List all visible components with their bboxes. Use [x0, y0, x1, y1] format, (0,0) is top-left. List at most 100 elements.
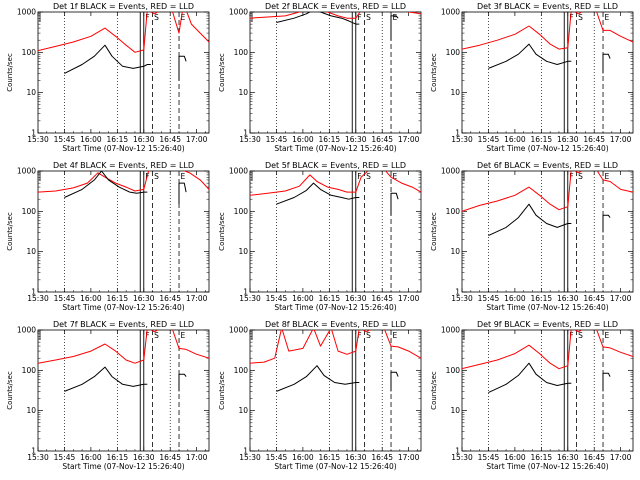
panel-title: Det 7f BLACK = Events, RED = LLD: [53, 320, 194, 329]
x-tick-label: 16:15: [107, 453, 129, 462]
y-tick-label: 100: [22, 48, 37, 57]
x-tick-label: 17:00: [610, 135, 632, 144]
series-events-line-1: [276, 12, 360, 25]
x-axis-label: Start Time (07-Nov-12 15:26:40): [274, 144, 396, 153]
x-tick-label: 16:45: [159, 294, 181, 303]
x-tick-label: 16:30: [345, 135, 367, 144]
y-axis-label: Counts/sec: [218, 212, 226, 251]
y-tick-label: 10: [26, 88, 36, 97]
x-tick-label: 15:45: [54, 294, 76, 303]
x-tick-label: 16:00: [504, 294, 526, 303]
marker-label-e: E: [605, 331, 610, 340]
x-tick-label: 17:00: [398, 135, 420, 144]
y-tick-label: 1000: [441, 167, 460, 176]
marker-label-s: S: [578, 331, 583, 340]
x-tick-label: 15:30: [239, 135, 261, 144]
x-tick-label: 15:45: [478, 453, 500, 462]
plot-frame: [249, 170, 422, 293]
x-tick-label: 15:45: [478, 294, 500, 303]
panel-4: Det 4f BLACK = Events, RED = LLD 1 10 100 10…: [6, 161, 210, 312]
series-events-line-2: [390, 15, 399, 41]
series-lld-line-0: [462, 330, 633, 370]
y-tick-label: 1000: [229, 8, 248, 17]
series-lld-line-0: [250, 330, 421, 364]
marker-label-e: E: [605, 13, 610, 22]
series-lld-line-0: [38, 330, 209, 364]
x-tick-label: 15:30: [239, 453, 261, 462]
x-tick-label: 17:00: [186, 294, 208, 303]
series-events-line-2: [602, 372, 611, 392]
x-tick-label: 15:45: [266, 294, 288, 303]
x-tick-label: 16:30: [133, 135, 155, 144]
x-tick-label: 16:45: [371, 294, 393, 303]
panel-title: Det 8f BLACK = Events, RED = LLD: [265, 320, 406, 329]
marker-label-f: F: [569, 13, 573, 22]
y-tick-label: 100: [22, 366, 37, 375]
y-tick-label: 100: [234, 48, 249, 57]
series-events-line-1: [64, 366, 148, 392]
marker-label-s: S: [366, 13, 371, 22]
series-lld-line-0: [38, 12, 209, 53]
y-tick-label: 100: [234, 366, 249, 375]
y-axis-label: Counts/sec: [430, 212, 438, 251]
x-tick-label: 16:30: [557, 453, 579, 462]
series-events-line-2: [602, 214, 611, 233]
y-tick-label: 1000: [17, 167, 36, 176]
series-events-line-1: [488, 43, 572, 69]
y-tick-label: 1: [455, 129, 460, 138]
panel-3: Det 3f BLACK = Events, RED = LLD 1 10 100 10…: [430, 2, 634, 153]
y-tick-label: 1000: [229, 326, 248, 335]
panel-2: Det 2f BLACK = Events, RED = LLD 1 10 100 10…: [218, 2, 422, 153]
y-tick-label: 10: [450, 406, 460, 415]
series-lld-line-0: [250, 171, 421, 196]
marker-label-s: S: [154, 13, 159, 22]
y-axis-label: Counts/sec: [6, 212, 14, 251]
y-tick-label: 1: [243, 129, 248, 138]
y-tick-label: 1: [243, 288, 248, 297]
series-lld-line-0: [462, 12, 633, 50]
x-tick-label: 15:30: [27, 294, 49, 303]
plot-frame: [461, 170, 634, 293]
y-tick-label: 100: [446, 207, 461, 216]
panel-title: Det 2f BLACK = Events, RED = LLD: [265, 2, 406, 11]
x-tick-label: 16:15: [107, 294, 129, 303]
series-events-line-1: [64, 171, 148, 198]
panel-1: Det 1f BLACK = Events, RED = LLD 1 10 100 10…: [6, 2, 210, 153]
series-events-line-1: [276, 365, 360, 392]
series-events-line-2: [602, 53, 611, 74]
series-lld-line-0: [462, 171, 633, 212]
x-tick-label: 16:45: [583, 294, 605, 303]
marker-label-s: S: [366, 172, 371, 181]
x-tick-label: 17:00: [186, 135, 208, 144]
x-tick-label: 16:00: [292, 294, 314, 303]
marker-label-f: F: [145, 13, 149, 22]
y-tick-label: 10: [450, 247, 460, 256]
x-tick-label: 16:00: [80, 453, 102, 462]
y-tick-label: 1: [455, 447, 460, 456]
y-axis-label: Counts/sec: [218, 53, 226, 92]
marker-label-f: F: [357, 331, 361, 340]
x-tick-label: 16:30: [557, 294, 579, 303]
panel-title: Det 3f BLACK = Events, RED = LLD: [477, 2, 618, 11]
x-tick-label: 15:45: [54, 453, 76, 462]
panel-title: Det 9f BLACK = Events, RED = LLD: [477, 320, 618, 329]
y-axis-label: Counts/sec: [6, 53, 14, 92]
x-tick-label: 15:45: [266, 453, 288, 462]
y-tick-label: 10: [238, 406, 248, 415]
x-tick-label: 16:15: [319, 453, 341, 462]
x-tick-label: 15:30: [451, 135, 473, 144]
marker-label-f: F: [357, 172, 361, 181]
series-events-line-2: [178, 55, 187, 81]
x-tick-label: 16:15: [531, 294, 553, 303]
y-axis-label: Counts/sec: [430, 53, 438, 92]
x-tick-label: 16:00: [80, 135, 102, 144]
y-tick-label: 1: [31, 447, 36, 456]
marker-label-f: F: [569, 331, 573, 340]
marker-label-f: F: [145, 331, 149, 340]
series-events-line-2: [178, 373, 187, 392]
x-axis-label: Start Time (07-Nov-12 15:26:40): [62, 462, 184, 471]
x-tick-label: 15:30: [451, 453, 473, 462]
x-tick-label: 17:00: [398, 453, 420, 462]
marker-label-s: S: [154, 331, 159, 340]
x-tick-label: 16:30: [345, 294, 367, 303]
